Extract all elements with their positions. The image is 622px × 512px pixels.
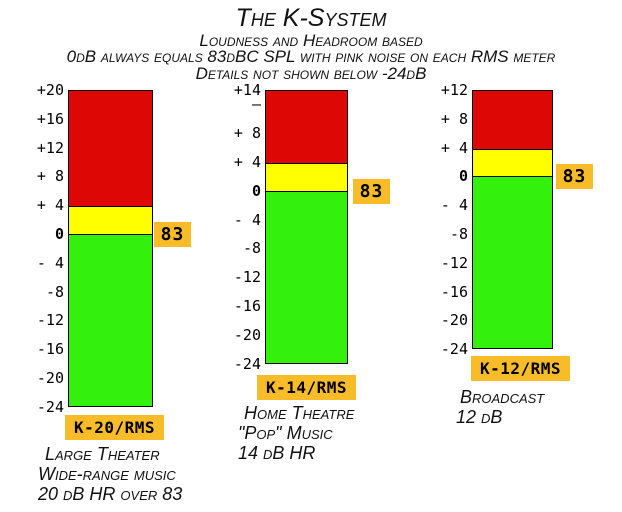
tick-label-12db: +12 (440, 81, 468, 99)
meter-name-badge: K-14/RMS (257, 375, 357, 400)
headroom-zone (266, 163, 347, 192)
tick-label--12db: -12 (36, 311, 64, 330)
tick-label--8db: -8 (449, 225, 468, 243)
meter-caption: Broadcast 12 dB (456, 387, 544, 427)
tick-label-20db: +20 (36, 81, 64, 99)
page-subtitle: Loudness and Headroom based (199, 31, 423, 50)
tick-label--12db: -12 (233, 268, 261, 287)
tick-label--8db: -8 (242, 239, 261, 258)
tick-label-4db: + 4 (233, 153, 261, 171)
tick-label-12db: +12 (36, 138, 64, 157)
meter-caption-line: "Pop" Music (238, 423, 333, 443)
meter-caption-line: Broadcast (460, 387, 545, 407)
tick-label--8db: -8 (45, 282, 64, 301)
meter-caption-line: 14 dB HR (238, 443, 316, 463)
meter-bar-k-14-rms (265, 90, 348, 364)
meter-caption-line: 20 dB HR over 83 (38, 484, 183, 504)
tick-label-8db: + 8 (36, 167, 64, 186)
meter-caption-line: Large Theater (45, 444, 160, 464)
meter-caption: Home Theatre "Pop" Music 14 dB HR (238, 403, 354, 463)
tick-label-0db: 0 (458, 167, 468, 186)
tick-label--24db: -24 (440, 340, 468, 359)
over-zone (266, 91, 347, 163)
page-title: The K-System (235, 4, 387, 32)
tick-label-0db: 0 (251, 181, 261, 200)
tick-label-0db: 0 (54, 225, 64, 243)
over-zone (473, 91, 552, 149)
tick-label-14db: +14 (233, 81, 261, 99)
tick-label--12db: -12 (440, 253, 468, 272)
tick-label--4db: - 4 (440, 196, 468, 215)
spl-83-badge: 83 (556, 164, 593, 190)
tick-label-16db: +16 (36, 109, 64, 128)
spl-83-badge: 83 (353, 178, 390, 204)
tick-label--16db: -16 (233, 297, 261, 315)
tick-label-8db: + 8 (440, 109, 468, 128)
headroom-zone (473, 148, 552, 178)
header-note-spl: 0dB always equals 83dBC SPL with pink no… (66, 47, 556, 66)
meter-caption: Large Theater Wide-range music 20 dB HR ov… (38, 444, 182, 504)
program-zone (266, 191, 347, 363)
meter-caption-line: Home Theatre (244, 403, 355, 423)
program-zone (69, 234, 152, 406)
meter-name-badge: K-20/RMS (65, 415, 165, 440)
tick-label--20db: -20 (233, 325, 261, 344)
tick-label--16db: -16 (440, 282, 468, 301)
tick-label-12db: – (251, 95, 261, 114)
meter-name-badge: K-12/RMS (471, 356, 571, 381)
tick-label--20db: -20 (440, 311, 468, 330)
tick-label--4db: - 4 (36, 253, 64, 272)
tick-label-4db: + 4 (36, 196, 64, 215)
meter-caption-line: 12 dB (456, 407, 503, 427)
meter-caption-line: Wide-range music (38, 464, 176, 484)
tick-label--24db: -24 (36, 397, 64, 416)
tick-label--16db: -16 (36, 340, 64, 359)
tick-label-4db: + 4 (440, 138, 468, 157)
tick-label-8db: + 8 (233, 124, 261, 143)
spl-83-badge: 83 (154, 222, 191, 247)
tick-label--20db: -20 (36, 369, 64, 387)
program-zone (473, 177, 552, 349)
tick-label--4db: - 4 (233, 210, 261, 229)
over-zone (69, 91, 152, 207)
header-note-range: Details not shown below -24dB (195, 64, 427, 83)
tick-label--24db: -24 (233, 354, 261, 373)
headroom-zone (69, 206, 152, 235)
meter-bar-k-20-rms (68, 90, 153, 407)
meter-bar-k-12-rms (472, 90, 553, 350)
